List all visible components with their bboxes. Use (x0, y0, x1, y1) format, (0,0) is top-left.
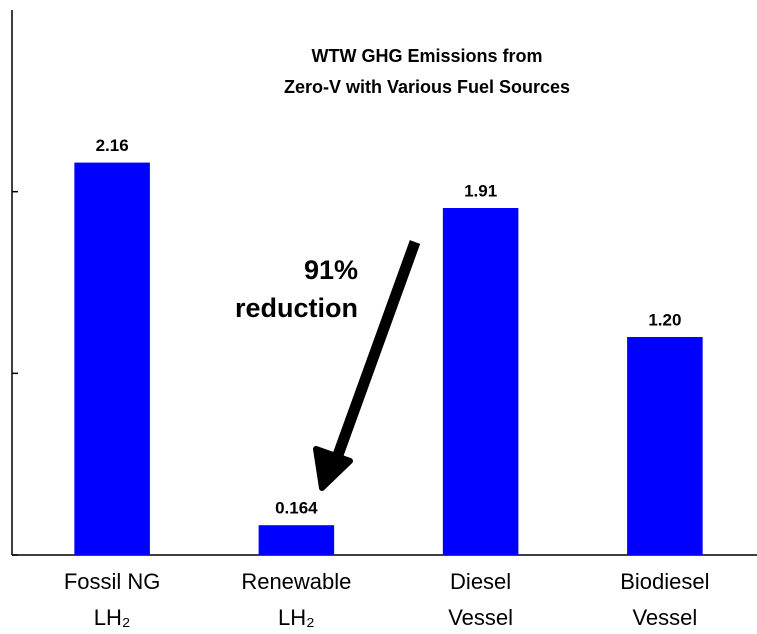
value-label: 2.16 (96, 136, 129, 155)
bar (74, 162, 150, 555)
chart-title: WTW GHG Emissions from (311, 46, 542, 66)
x-tick-label: LH₂ (278, 605, 315, 630)
x-tick-label: Diesel (450, 569, 511, 594)
x-tick-label: LH₂ (94, 605, 131, 630)
x-tick-label: Renewable (241, 569, 351, 594)
value-label: 1.91 (464, 182, 497, 201)
annotation: reduction (235, 293, 358, 323)
bar (627, 337, 703, 555)
x-tick-label: Vessel (448, 605, 513, 630)
value-label: 0.164 (275, 499, 318, 518)
arrow-head (313, 446, 353, 491)
arrow-shaft (332, 240, 421, 457)
value-label: 1.20 (648, 310, 681, 329)
chart-title: Zero-V with Various Fuel Sources (284, 77, 570, 97)
x-tick-label: Vessel (632, 605, 697, 630)
x-tick-label: Fossil NG (64, 569, 161, 594)
annotation: 91% (304, 255, 358, 285)
x-tick-label: Biodiesel (620, 569, 709, 594)
bar (442, 208, 519, 555)
bar (258, 525, 335, 555)
